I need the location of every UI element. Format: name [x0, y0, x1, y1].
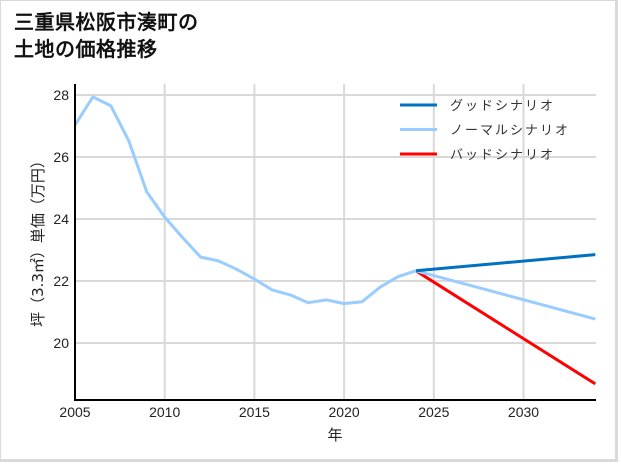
- gridlines: [75, 84, 596, 400]
- legend-label: ノーマルシナリオ: [450, 124, 570, 139]
- x-tick-label: 2010: [149, 404, 180, 420]
- y-tick-label: 24: [53, 211, 69, 227]
- y-axis-label: 坪（3.3㎡）単価（万円）: [29, 153, 47, 327]
- x-tick-label: 2015: [239, 404, 270, 420]
- historical-line: [73, 95, 417, 306]
- tick-labels: 20 22 24 26 28 2005 2010 2015 2020 2025 2030: [53, 87, 539, 420]
- y-tick-label: 22: [53, 273, 69, 289]
- series-line: [415, 269, 597, 386]
- legend-label: グッドシナリオ: [450, 99, 555, 114]
- data-lines: [73, 95, 597, 386]
- series-line: [415, 269, 596, 321]
- y-tick-label: 28: [53, 87, 69, 103]
- x-tick-label: 2025: [418, 404, 449, 420]
- x-tick-label: 2005: [59, 404, 90, 420]
- x-tick-label: 2030: [508, 404, 539, 420]
- chart-title-line2: 土地の価格推移: [14, 37, 158, 61]
- chart-title-line1: 三重県松阪市湊町の: [14, 10, 199, 34]
- axes: [74, 84, 596, 401]
- legend-label: バッドシナリオ: [450, 148, 555, 163]
- y-tick-label: 20: [53, 335, 69, 351]
- x-axis-label: 年: [327, 426, 342, 444]
- y-tick-label: 26: [53, 149, 69, 165]
- chart-title: 三重県松阪市湊町の 土地の価格推移: [14, 9, 199, 63]
- series-line: [415, 253, 596, 273]
- x-tick-label: 2020: [329, 404, 360, 420]
